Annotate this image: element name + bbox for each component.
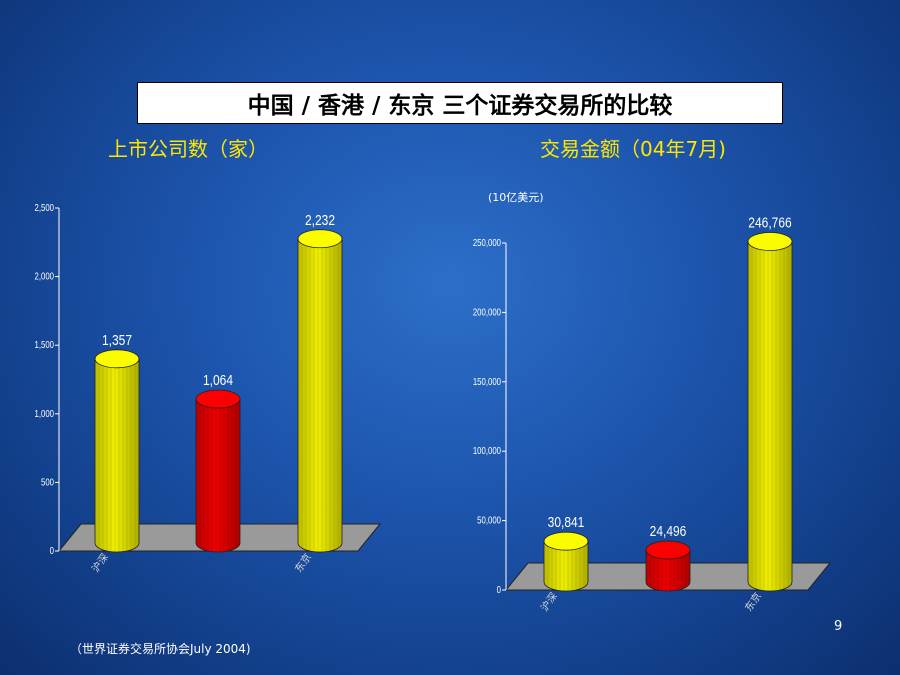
x-tick-label: 沪深 bbox=[538, 590, 560, 614]
bar-top bbox=[543, 531, 589, 551]
y-tick-label: 50,000 bbox=[477, 515, 501, 526]
y-tick-label: 250,000 bbox=[473, 237, 501, 248]
value-label: 2,232 bbox=[305, 212, 335, 229]
bar-body bbox=[297, 238, 343, 553]
bar-top bbox=[645, 540, 691, 560]
y-unit-label: (10亿美元) bbox=[488, 191, 544, 204]
left-chart-title: 上市公司数（家） bbox=[108, 137, 268, 161]
y-tick-label: 200,000 bbox=[473, 306, 501, 317]
value-label: 30,841 bbox=[548, 514, 585, 531]
y-tick-label: 500 bbox=[41, 476, 54, 487]
y-tick-label: 1,000 bbox=[35, 408, 55, 419]
bar-top bbox=[297, 229, 343, 249]
bar-2 bbox=[645, 540, 691, 592]
slide-title: 中国 / 香港 / 东京 三个证券交易所的比较 bbox=[137, 82, 783, 124]
bar-3 bbox=[747, 232, 793, 592]
page-number: 9 bbox=[834, 619, 843, 634]
y-tick-label: 0 bbox=[50, 545, 54, 556]
right-chart-title: 交易金额（04年7月) bbox=[540, 137, 726, 161]
bar-2 bbox=[195, 389, 241, 553]
y-tick-label: 2,500 bbox=[35, 202, 55, 213]
x-tick-label: 东京 bbox=[742, 590, 764, 614]
y-tick-label: 100,000 bbox=[473, 445, 501, 456]
value-label: 1,357 bbox=[102, 332, 132, 349]
value-label: 246,766 bbox=[748, 214, 791, 231]
bar-1 bbox=[543, 531, 589, 592]
y-tick-label: 2,000 bbox=[35, 271, 55, 282]
bar-1 bbox=[94, 349, 140, 553]
y-tick-label: 0 bbox=[497, 584, 501, 595]
bar-top bbox=[94, 349, 140, 369]
bar-top bbox=[747, 232, 793, 251]
bar-body bbox=[645, 549, 691, 592]
source-footnote: （世界证券交易所协会July 2004) bbox=[70, 642, 251, 656]
bar-body bbox=[543, 540, 589, 592]
bar-top bbox=[195, 389, 241, 409]
value-label: 1,064 bbox=[203, 372, 233, 389]
value-label: 24,496 bbox=[650, 523, 687, 540]
bar-body bbox=[747, 241, 793, 592]
y-tick-label: 1,500 bbox=[35, 339, 55, 350]
y-tick-label: 150,000 bbox=[473, 376, 501, 387]
bar-body bbox=[195, 398, 241, 553]
bar-body bbox=[94, 358, 140, 553]
bar-3 bbox=[297, 229, 343, 553]
